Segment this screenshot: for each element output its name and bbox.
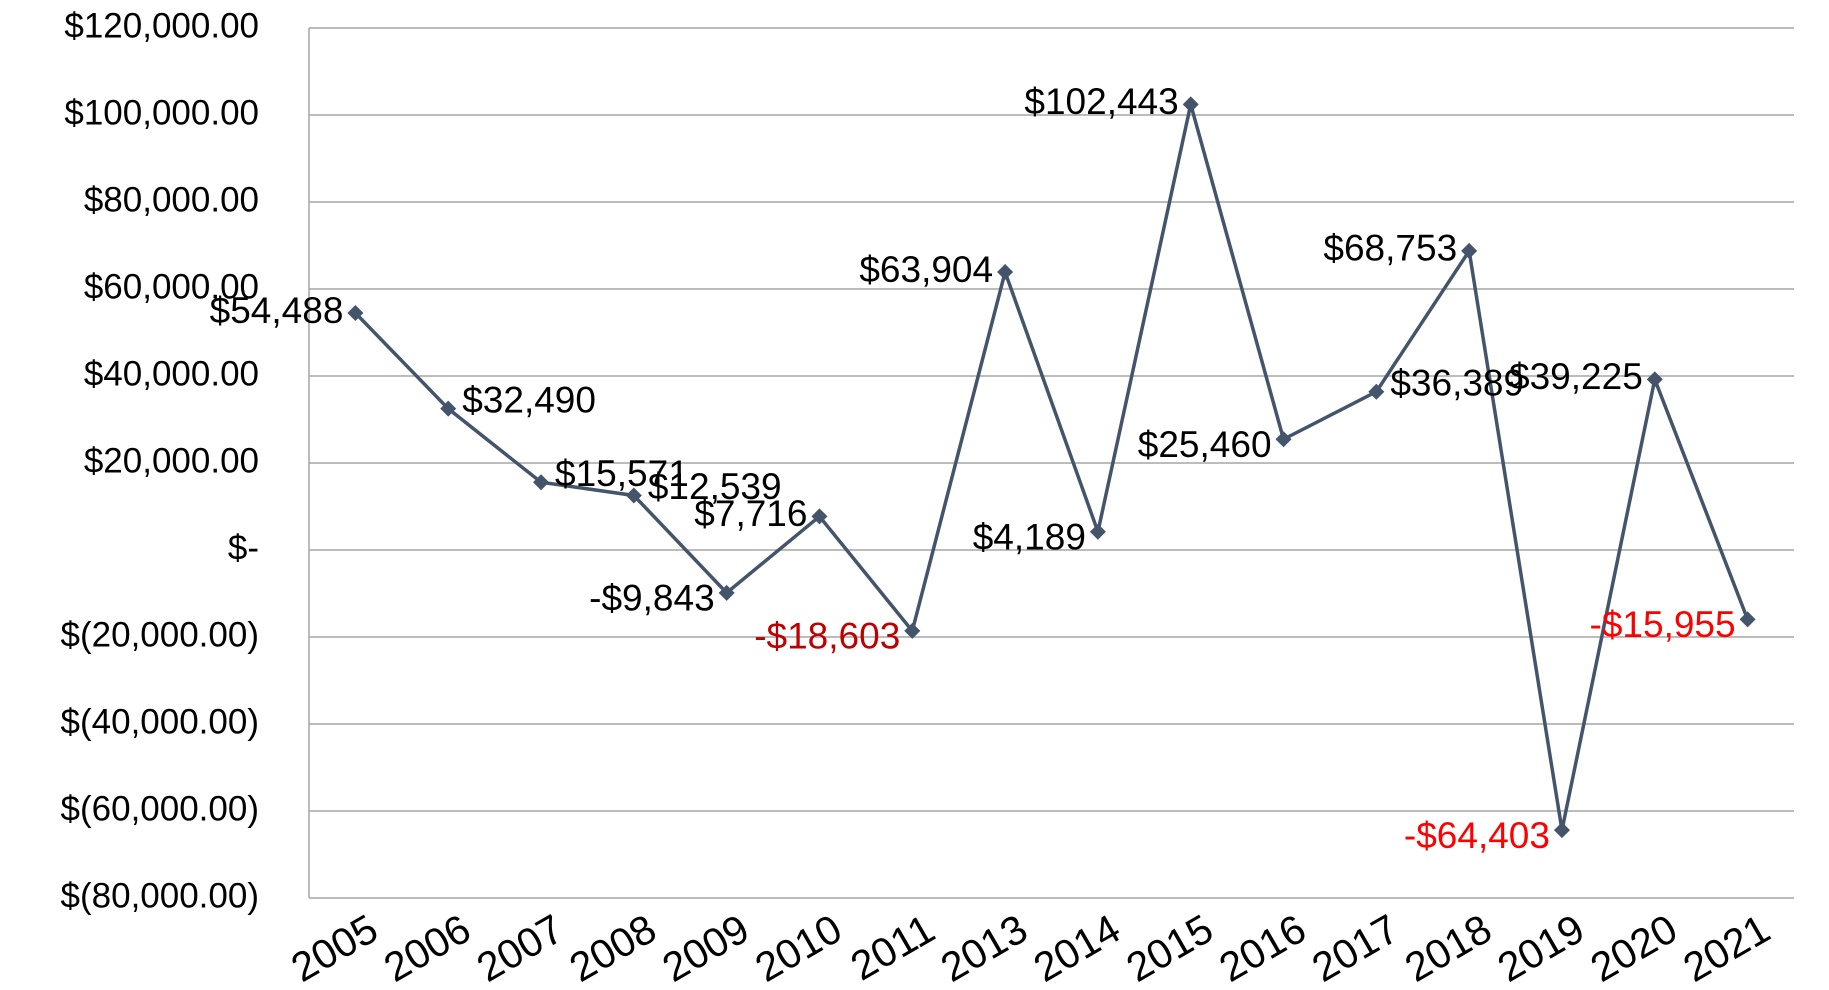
x-tick-label: 2006 [376,905,478,990]
data-label: $36,389 [1390,362,1524,403]
data-label: $39,225 [1509,356,1643,397]
x-tick-label: 2005 [283,905,385,990]
x-tick-label: 2010 [747,905,849,990]
marker [1739,611,1756,628]
marker [718,584,735,601]
y-tick-label: $80,000.00 [84,180,259,219]
y-tick-label: $60,000.00 [84,267,259,306]
x-tick-label: 2013 [933,905,1035,990]
y-tick-label: $(80,000.00) [61,876,259,915]
data-label: $32,490 [462,379,596,420]
y-tick-label: $100,000.00 [64,93,259,132]
marker [1275,431,1292,448]
data-label: $63,904 [859,249,993,290]
x-tick-label: 2009 [655,905,757,990]
marker [440,400,457,417]
y-tick-label: $120,000.00 [64,6,259,45]
marker [1461,242,1478,259]
marker [904,622,921,639]
marker [1089,523,1106,540]
data-label: $68,753 [1323,228,1457,269]
x-tick-label: 2015 [1119,905,1221,990]
marker [1646,371,1663,388]
x-tick-label: 2008 [562,905,664,990]
data-label: $15,571 [555,453,689,494]
data-label: $4,189 [973,517,1086,558]
x-tick-label: 2018 [1397,905,1499,990]
marker [625,487,642,504]
x-tick-label: 2014 [1026,905,1128,990]
y-tick-label: $- [228,528,259,567]
x-tick-label: 2019 [1490,905,1592,990]
data-label: $102,443 [1024,81,1178,122]
data-label: $54,488 [210,290,344,331]
y-tick-label: $(20,000.00) [61,615,259,654]
data-label: $12,539 [648,466,782,507]
y-tick-label: $(60,000.00) [61,789,259,828]
y-tick-label: $20,000.00 [84,441,259,480]
x-tick-label: 2020 [1583,905,1685,990]
x-tick-label: 2016 [1211,905,1313,990]
x-tick-label: 2021 [1676,905,1778,990]
x-tick-label: 2017 [1304,905,1406,990]
series-line [354,103,1750,831]
data-label: -$15,955 [1590,604,1736,645]
x-tick-label: 2011 [843,905,942,989]
y-tick-label: $(40,000.00) [61,702,259,741]
y-tick-label: $40,000.00 [84,354,259,393]
marker [1368,383,1385,400]
marker [811,508,828,525]
data-label: -$9,843 [589,578,715,619]
data-label: $7,716 [694,493,807,534]
marker [1553,822,1570,839]
data-label: -$18,603 [754,616,900,657]
marker [533,474,550,491]
marker [347,304,364,321]
data-label: -$64,403 [1404,815,1550,856]
marker [997,264,1014,281]
data-label: $25,460 [1138,424,1272,465]
x-tick-label: 2007 [469,905,571,990]
marker [1182,96,1199,113]
